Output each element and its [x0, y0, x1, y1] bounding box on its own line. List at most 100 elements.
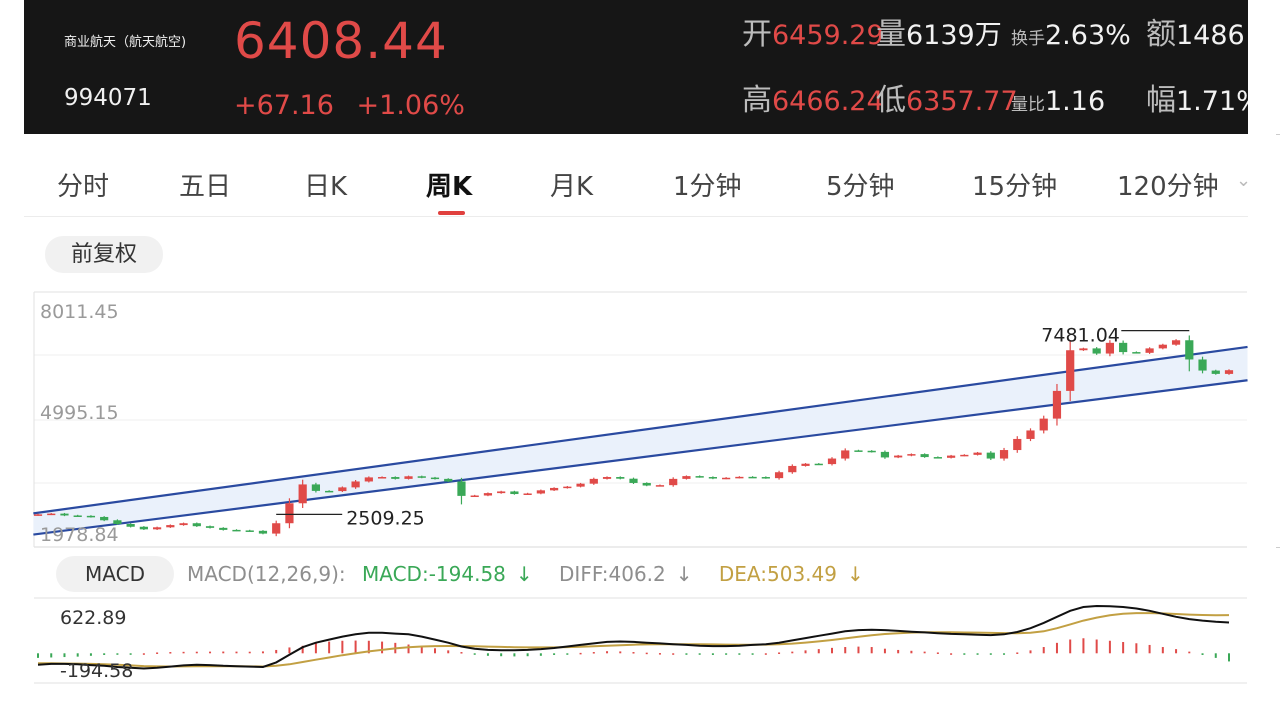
macd-bar	[1108, 640, 1111, 654]
macd-bar	[989, 653, 992, 655]
candle-body	[907, 454, 916, 456]
macd-bar	[486, 653, 489, 656]
macd-bar	[182, 651, 185, 654]
adjust-mode-button[interactable]: 前复权	[45, 236, 163, 273]
macd-bar	[566, 653, 569, 655]
candle-body	[457, 481, 466, 496]
candle-body	[602, 477, 612, 479]
macd-indicator-button[interactable]: MACD	[56, 556, 174, 592]
dea-value-text: DEA:503.49	[718, 562, 837, 586]
macd-bar	[976, 653, 979, 655]
candle-body	[219, 527, 228, 530]
candle-body	[444, 478, 453, 482]
tab-1min[interactable]: 1分钟	[673, 172, 742, 202]
macd-histogram	[37, 638, 1230, 662]
turnover-value: 2.63%	[1045, 20, 1131, 51]
candle-body	[113, 520, 122, 524]
macd-bar	[1175, 649, 1178, 654]
macd-bar	[248, 651, 251, 654]
candle-body	[364, 477, 373, 482]
macd-tick-top: 622.89	[60, 607, 126, 629]
candle-body	[867, 450, 876, 453]
tab-daily-k[interactable]: 日K	[304, 172, 348, 202]
candle-body	[86, 515, 96, 518]
active-tab-indicator	[438, 211, 465, 215]
tab-weekly-k[interactable]: 周K	[426, 172, 473, 202]
candle-body	[999, 450, 1009, 459]
last-price: 6408.44	[234, 12, 448, 70]
candle-body	[192, 523, 201, 527]
macd-bar	[751, 653, 754, 655]
volume-value: 6139万	[906, 20, 1002, 51]
candle-body	[1039, 418, 1048, 431]
amplitude-label: 幅	[1146, 83, 1176, 118]
candle-body	[497, 491, 506, 494]
macd-bar	[897, 649, 900, 654]
macd-value-text: MACD:-194.58	[362, 562, 506, 586]
macd-bar	[314, 643, 317, 654]
macd-bar	[367, 640, 370, 654]
macd-bar	[89, 653, 92, 656]
candle-body	[589, 478, 598, 484]
macd-bar	[910, 650, 913, 654]
candle-body	[1211, 370, 1220, 374]
candle-body	[417, 476, 426, 478]
tab-15min[interactable]: 15分钟	[972, 172, 1058, 202]
tab-120min[interactable]: 120分钟	[1117, 172, 1219, 202]
high-value: 6466.24	[772, 86, 884, 117]
volratio-label: 量比	[1011, 95, 1045, 115]
candle-body	[708, 477, 718, 479]
macd-bar	[579, 652, 582, 655]
macd-bar	[354, 640, 357, 654]
macd-bar	[460, 652, 463, 654]
candle-body	[722, 477, 731, 480]
macd-bar	[606, 651, 609, 654]
macd-bar	[407, 644, 410, 654]
candle-body	[351, 481, 360, 488]
macd-bar	[473, 653, 476, 655]
tab-5min[interactable]: 5分钟	[826, 172, 895, 202]
macd-bar	[1122, 642, 1125, 654]
tab-intraday[interactable]: 分时	[57, 172, 110, 202]
candle-body	[960, 454, 969, 457]
macd-bar	[1016, 652, 1019, 654]
macd-bar	[923, 651, 926, 654]
macd-bar	[672, 653, 675, 655]
macd-bar	[222, 651, 225, 654]
candle-body	[1158, 344, 1167, 349]
macd-bar	[738, 653, 741, 655]
open-stat: 开6459.29	[742, 20, 884, 50]
macd-bar	[195, 651, 198, 654]
open-value: 6459.29	[772, 20, 884, 51]
candle-body	[510, 491, 519, 495]
candle-body	[470, 495, 479, 498]
diff-value: DIFF:406.2 ↓	[559, 562, 703, 586]
macd-bar	[142, 653, 145, 655]
tab-five-day[interactable]: 五日	[179, 172, 232, 202]
macd-bar	[50, 653, 53, 658]
macd-bar	[1029, 650, 1032, 654]
candle-body	[1105, 342, 1115, 354]
down-arrow-icon: ↓	[675, 562, 693, 586]
candle-body	[166, 525, 175, 528]
macd-bar	[103, 653, 106, 655]
high-stat: 高6466.24	[742, 86, 884, 116]
tab-monthly-k[interactable]: 月K	[550, 172, 594, 202]
amount-label: 额	[1146, 17, 1176, 52]
macd-legend: MACD(12,26,9): MACD:-194.58 ↓ DIFF:406.2 ↓…	[187, 562, 884, 586]
candle-body	[1092, 348, 1101, 354]
candle-body	[523, 493, 532, 495]
candle-body	[880, 451, 890, 458]
macd-bar	[950, 653, 953, 655]
candle-body	[655, 485, 665, 487]
candle-body	[1185, 340, 1194, 360]
candle-body	[47, 513, 56, 516]
macd-bar	[711, 653, 714, 655]
macd-bar	[513, 653, 516, 657]
chevron-down-icon[interactable]: ⌄	[1236, 170, 1252, 191]
macd-bar	[301, 645, 304, 654]
macd-bar	[698, 653, 701, 655]
candle-body	[298, 484, 307, 504]
down-arrow-icon: ↓	[846, 562, 864, 586]
